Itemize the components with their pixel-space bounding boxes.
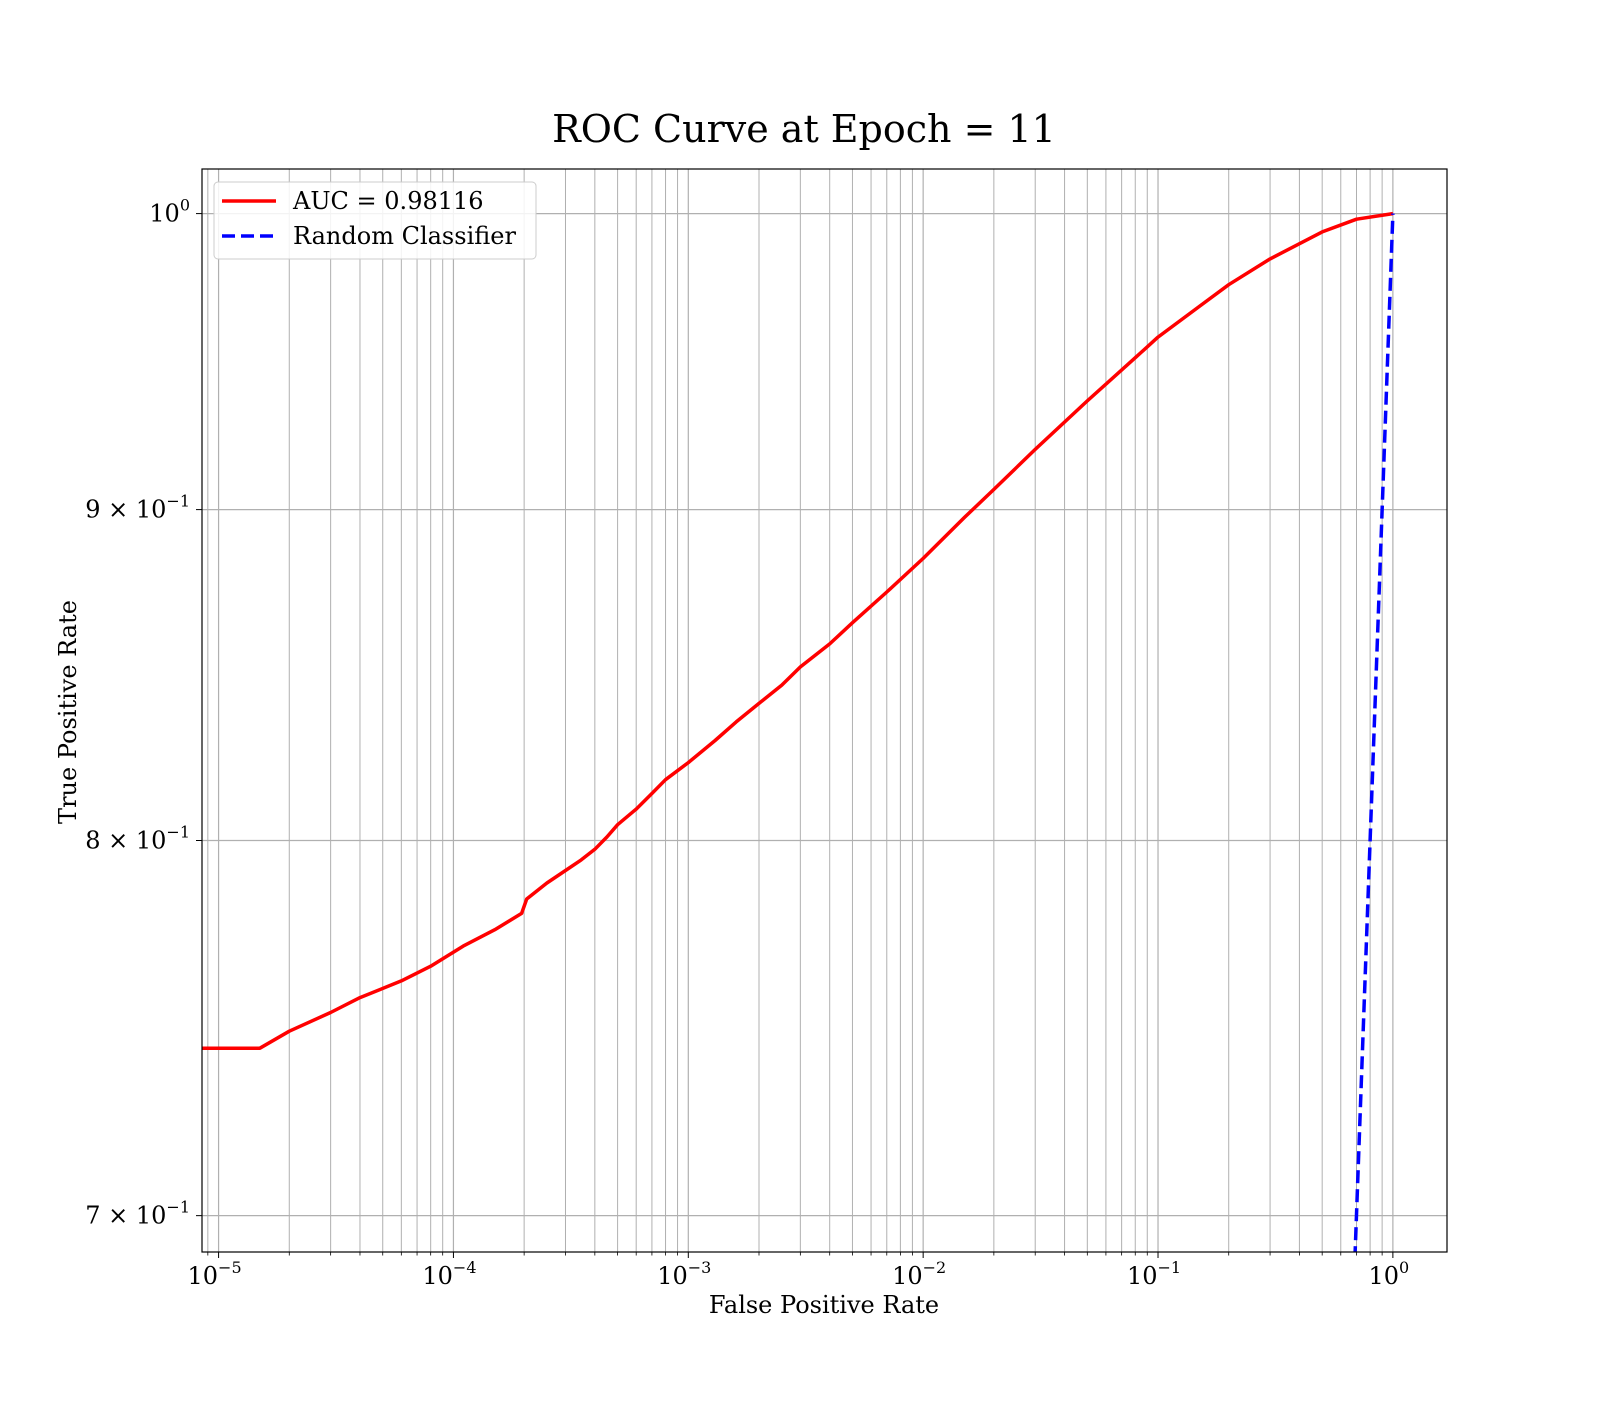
y-tick-labels: 100 9 × 10−1 8 × 10−1 7 × 10−1: [85, 196, 202, 1230]
x-tick-label: 100: [1369, 1258, 1410, 1290]
series-layer: [202, 211, 1395, 1252]
x-tick-label: 10−5: [188, 1258, 242, 1290]
roc-curve-line: [202, 211, 1394, 1050]
legend: AUC = 0.98116 Random Classifier: [213, 181, 537, 260]
y-tick-label: 9 × 10−1: [85, 492, 190, 524]
plot-frame: [201, 168, 1448, 1253]
legend-label-random-classifier: Random Classifier: [293, 222, 516, 250]
y-axis-label: True Positive Rate: [54, 600, 82, 824]
x-axis-label: False Positive Rate: [709, 1291, 939, 1319]
x-tick-label: 10−1: [1127, 1258, 1181, 1290]
x-tick-label: 10−4: [422, 1258, 476, 1290]
y-tick-label: 100: [149, 196, 190, 228]
x-tick-label: 10−3: [657, 1258, 711, 1290]
grid-layer: [202, 169, 1447, 1252]
y-tick-label: 7 × 10−1: [85, 1198, 190, 1230]
legend-box: [213, 181, 537, 260]
legend-label-auc: AUC = 0.98116: [292, 187, 484, 215]
x-tick-labels: 10−5 10−4 10−3 10−2 10−1 100: [188, 1252, 1410, 1290]
chart-title: ROC Curve at Epoch = 11: [552, 107, 1056, 151]
random-classifier-line: [1353, 213, 1395, 1252]
y-tick-label: 8 × 10−1: [85, 822, 190, 854]
x-tick-label: 10−2: [892, 1258, 946, 1290]
